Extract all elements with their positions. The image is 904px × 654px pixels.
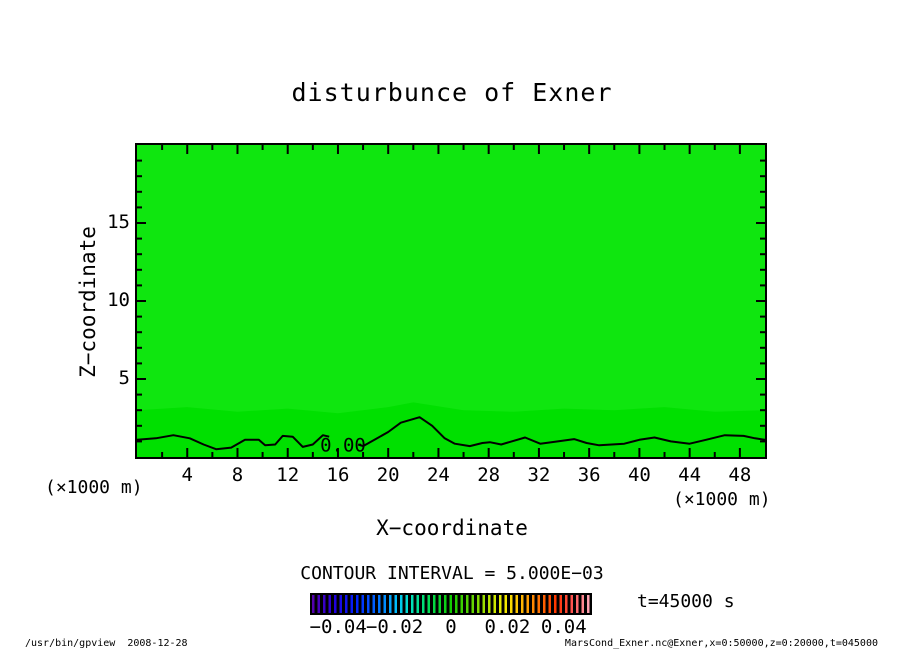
colorbar-tick-label: 0.02: [484, 616, 531, 638]
zero-contour-line: [137, 434, 330, 451]
x-tick-label: 32: [527, 464, 551, 486]
x-tick-label: 4: [181, 464, 193, 486]
plot-area: 0.00: [137, 145, 765, 457]
colorbar-tick-label: −0.04: [309, 616, 367, 638]
contour-interval-label: CONTOUR INTERVAL = 5.000E−03: [300, 563, 604, 584]
x-axis-label: X−coordinate: [376, 516, 528, 540]
x-tick-label: 44: [678, 464, 702, 486]
x-tick-label: 48: [728, 464, 752, 486]
y-tick-label: 10: [107, 289, 130, 311]
footer-dataset-text: MarsCond_Exner.nc@Exner,x=0:50000,z=0:20…: [564, 638, 878, 649]
field-fill: [137, 145, 765, 457]
time-label: t=45000 s: [637, 591, 735, 612]
zero-contour-label: 0.00: [320, 435, 366, 457]
x-tick-label: 36: [577, 464, 601, 486]
x-tick-label: 12: [276, 464, 300, 486]
x-tick-label: 40: [627, 464, 651, 486]
x-tick-label: 24: [426, 464, 450, 486]
footer-command-text: /usr/bin/gpview 2008-12-28: [25, 638, 188, 649]
x-unit-label-left: (×1000 m): [45, 477, 143, 498]
y-tick-label: 15: [107, 211, 130, 233]
x-tick-label: 8: [231, 464, 244, 486]
zero-contour-line: [357, 416, 765, 448]
x-tick-labels: 4 8 12 16 20 24 28 32 36 40 44 48: [0, 464, 904, 490]
colorbar-tick-labels: −0.04 −0.02 0 0.02 0.04: [0, 616, 904, 642]
colorbar-tick-label: 0.04: [540, 616, 587, 638]
colorbar-tick-label: 0: [445, 616, 457, 638]
x-tick-label: 20: [376, 464, 400, 486]
x-tick-label: 16: [326, 464, 350, 486]
x-unit-label-right: (×1000 m): [673, 489, 771, 510]
page-title: disturbunce of Exner: [291, 78, 613, 107]
colorbar: [310, 593, 592, 615]
plot-frame: 0.00: [135, 143, 767, 459]
colorbar-tick-label: −0.02: [365, 616, 424, 638]
x-tick-label: 28: [477, 464, 501, 486]
shade-band: [137, 402, 765, 457]
y-tick-label: 5: [118, 367, 130, 389]
